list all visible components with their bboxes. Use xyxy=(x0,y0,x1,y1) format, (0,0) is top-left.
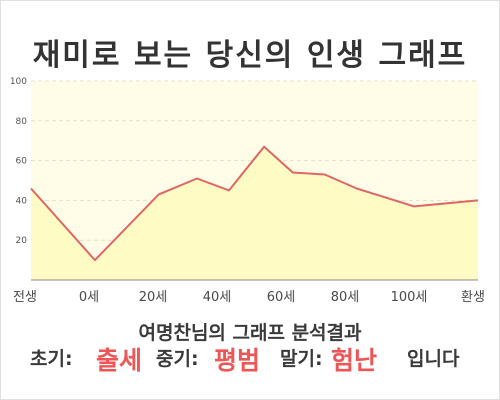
x-tick-label: 80세 xyxy=(331,290,360,305)
x-axis-tick-labels: 전생 0세 20세 40세 60세 80세 100세 환생 xyxy=(13,290,485,305)
x-tick-label: 40세 xyxy=(203,290,232,305)
result-heading: 여명찬님의 그래프 분석결과 xyxy=(138,322,362,344)
mid-value: 평범 xyxy=(214,346,261,375)
early-value: 출세 xyxy=(96,346,143,375)
y-tick-label: 100 xyxy=(10,77,27,87)
life-line xyxy=(30,145,479,262)
y-tick-label: 20 xyxy=(16,236,28,246)
y-axis-tick-labels: 20 40 60 80 100 xyxy=(10,77,27,246)
y-tick-label: 40 xyxy=(16,196,28,206)
mid-label: 중기: xyxy=(156,348,199,370)
late-label: 말기: xyxy=(280,348,323,370)
x-tick-label: 20세 xyxy=(139,290,168,305)
x-tick-label: 0세 xyxy=(79,290,99,305)
life-area-fill xyxy=(31,146,478,280)
life-graph-chart: 20 40 60 80 100 전생 0세 20세 40세 60세 80세 100세 환생 xyxy=(10,77,485,305)
x-tick-label: 100세 xyxy=(391,290,428,305)
x-tick-label: 환생 xyxy=(461,290,485,305)
late-value: 험난 xyxy=(331,346,378,375)
x-tick-label: 전생 xyxy=(13,290,37,305)
page-title: 재미로 보는 당신의 인생 그래프 xyxy=(32,38,468,73)
y-tick-label: 80 xyxy=(16,117,28,127)
x-tick-label: 60세 xyxy=(267,290,296,305)
early-label: 초기: xyxy=(30,348,73,370)
result-ending: 입니다 xyxy=(407,348,460,370)
y-tick-label: 60 xyxy=(16,157,28,167)
